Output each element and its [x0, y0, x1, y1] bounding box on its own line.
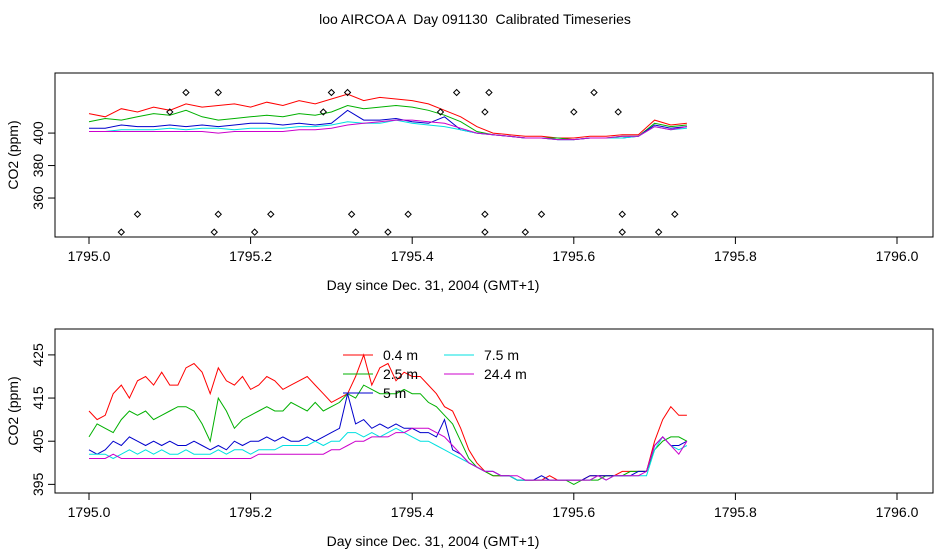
y-axis-label-bottom: CO2 (ppm)	[5, 376, 21, 445]
y-tick-label: 395	[30, 472, 46, 496]
x-tick-label: 1795.0	[68, 504, 111, 520]
legend-label-s25: 2.5 m	[383, 366, 418, 382]
x-tick-label: 1795.0	[68, 248, 111, 264]
legend-label-s5: 5 m	[383, 385, 406, 401]
series-line-s244	[89, 119, 687, 141]
data-marker	[267, 210, 275, 218]
data-marker	[351, 228, 360, 236]
data-marker	[327, 88, 336, 97]
data-marker	[618, 210, 626, 218]
y-tick-label: 360	[30, 186, 46, 210]
series-line-s25	[88, 104, 687, 141]
data-marker	[481, 210, 489, 218]
x-tick-label: 1795.2	[229, 504, 272, 520]
panel-bottom: Day since Dec. 31, 2004 (GMT+1) CO2 (ppm…	[5, 328, 934, 549]
data-marker	[384, 228, 392, 236]
panel-top: Day since Dec. 31, 2004 (GMT+1) CO2 (ppm…	[5, 72, 934, 293]
y-tick-label: 425	[30, 343, 46, 367]
y-tick-label: 415	[30, 386, 46, 410]
y-tick-label: 380	[30, 154, 46, 178]
x-tick-label: 1796.0	[876, 504, 919, 520]
data-marker	[481, 228, 489, 236]
x-tick-label: 1795.4	[391, 248, 434, 264]
data-marker	[347, 210, 356, 218]
legend-label-s04: 0.4 m	[383, 347, 418, 363]
y-tick-label: 400	[30, 121, 46, 145]
plot-frame-top	[54, 72, 934, 238]
data-marker	[481, 108, 489, 116]
legend-label-s244: 24.4 m	[484, 366, 527, 382]
series-line-s5	[88, 393, 688, 481]
chart-title: loo AIRCOA A Day 091130 Calibrated Times…	[319, 11, 631, 27]
legend-label-s75: 7.5 m	[484, 347, 519, 363]
data-marker	[436, 108, 445, 116]
x-tick-label: 1795.4	[391, 504, 434, 520]
data-marker	[117, 228, 126, 236]
series-line-s75	[89, 427, 688, 481]
x-tick-label: 1795.6	[552, 504, 595, 520]
x-tick-label: 1795.2	[229, 248, 272, 264]
data-marker	[590, 88, 598, 97]
x-tick-label: 1796.0	[876, 248, 919, 264]
y-tick-label: 405	[30, 429, 46, 453]
data-marker	[570, 108, 578, 116]
data-marker	[671, 210, 679, 218]
data-marker	[133, 210, 142, 218]
y-axis-label-top: CO2 (ppm)	[5, 120, 21, 189]
x-tick-label: 1795.8	[714, 504, 757, 520]
x-axis-label-bottom: Day since Dec. 31, 2004 (GMT+1)	[327, 533, 540, 549]
data-marker	[521, 228, 530, 236]
data-marker	[485, 88, 493, 97]
x-tick-label: 1795.6	[552, 248, 595, 264]
data-marker	[452, 88, 461, 97]
data-marker	[250, 228, 259, 236]
data-marker	[210, 228, 218, 236]
series-line-s5	[89, 109, 687, 141]
data-marker	[404, 210, 412, 218]
data-marker	[618, 228, 626, 236]
data-marker	[614, 108, 622, 116]
data-marker	[182, 88, 190, 97]
data-marker	[654, 228, 663, 236]
series-line-s04	[88, 93, 687, 139]
plot-frame-bottom	[54, 328, 934, 494]
x-axis-label-top: Day since Dec. 31, 2004 (GMT+1)	[327, 277, 540, 293]
data-marker	[214, 210, 222, 218]
data-marker	[319, 108, 328, 116]
series-line-s244	[89, 427, 688, 481]
data-marker	[166, 108, 174, 116]
data-marker	[343, 88, 352, 97]
x-tick-label: 1795.8	[714, 248, 757, 264]
data-marker	[214, 88, 222, 97]
data-marker	[537, 210, 546, 218]
